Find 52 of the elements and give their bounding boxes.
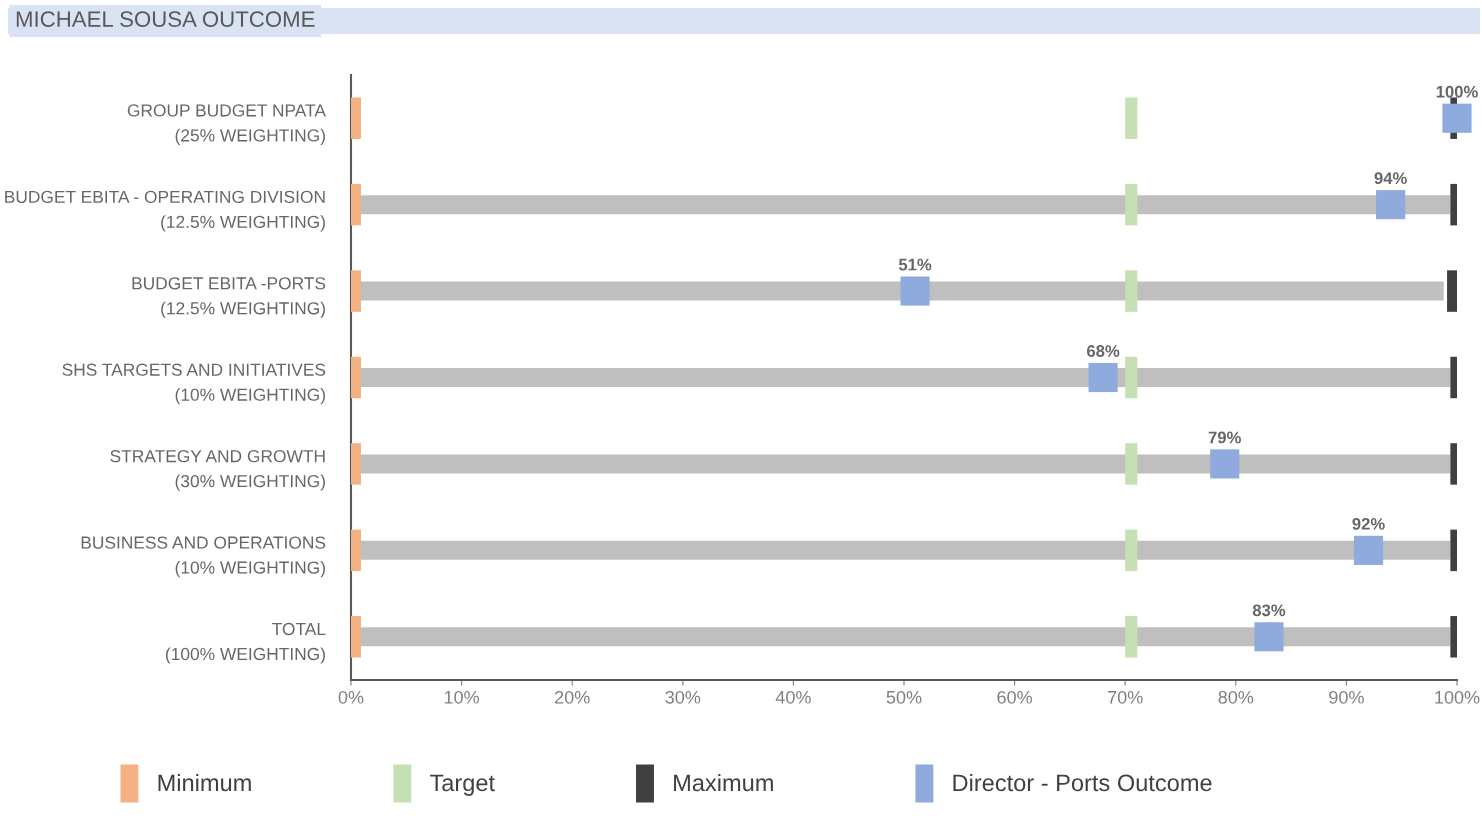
x-tick-label: 50%: [886, 690, 922, 704]
point: [1442, 103, 1472, 133]
bar: [1447, 270, 1457, 312]
point: [900, 276, 930, 306]
x-tick-label: 30%: [665, 690, 701, 704]
data-label: 51%: [898, 258, 932, 271]
y-tick-label: BUDGET EBITA -PORTS (12.5% WEIGHTING): [132, 277, 326, 318]
bar: [351, 529, 361, 572]
x-tick-label: 80%: [1218, 690, 1254, 704]
bar: [351, 97, 361, 139]
bar: [351, 183, 361, 226]
x-tick-label: 100%: [1435, 690, 1480, 704]
y-tick-label: STRATEGY AND GROWTH (30% WEIGHTING): [110, 450, 325, 491]
y-tick-label: SHS TARGETS AND INITIATIVES (10% WEIGHTING): [62, 363, 326, 405]
x-tick-label: 90%: [1329, 690, 1364, 704]
bar: [351, 356, 361, 399]
point: [1254, 622, 1284, 652]
y-tick-label: BUSINESS AND OPERATIONS (10% WEIGHTING): [81, 536, 326, 578]
bar: [1125, 443, 1138, 485]
data-label: 92%: [1352, 517, 1385, 530]
x-tick-label: 60%: [997, 690, 1033, 704]
bar: [1125, 616, 1138, 658]
data-label: 94%: [1374, 172, 1407, 185]
y-tick-label: TOTAL (100% WEIGHTING): [165, 622, 326, 664]
x-tick-label: 40%: [775, 690, 811, 704]
bar: [1125, 183, 1138, 226]
point: [1088, 362, 1118, 393]
bar: [1125, 270, 1138, 312]
bar: [1125, 356, 1138, 399]
legend-label: Target: [429, 774, 495, 796]
y-tick-label: BUDGET EBITA - OPERATING DIVISION (12.5% WEIGHTING): [5, 190, 325, 232]
bar: [351, 443, 361, 485]
data-label: 68%: [1087, 345, 1120, 357]
x-tick-label: 0%: [338, 690, 364, 704]
legend-label: Maximum: [674, 773, 773, 792]
bar: [1125, 97, 1138, 139]
bar: [1125, 529, 1138, 572]
text: MICHAEL SOUSA OUTCOME: [16, 11, 315, 27]
legend-label: Minimum: [158, 773, 251, 792]
data-label: 83%: [1252, 604, 1286, 617]
point: [1210, 449, 1240, 479]
legend-label: Director - Ports Outcome: [953, 773, 1212, 792]
data-label: 79%: [1208, 431, 1241, 444]
point: [1353, 535, 1384, 565]
bar: [351, 616, 361, 658]
point: [1376, 190, 1406, 220]
x-tick-label: 10%: [444, 690, 480, 704]
bar: [351, 270, 361, 312]
data-label: 100%: [1436, 85, 1478, 98]
x-tick-label: 70%: [1108, 690, 1143, 704]
y-tick-label: GROUP BUDGET NPATA (25% WEIGHTING): [127, 104, 326, 145]
x-tick-label: 20%: [555, 690, 590, 704]
